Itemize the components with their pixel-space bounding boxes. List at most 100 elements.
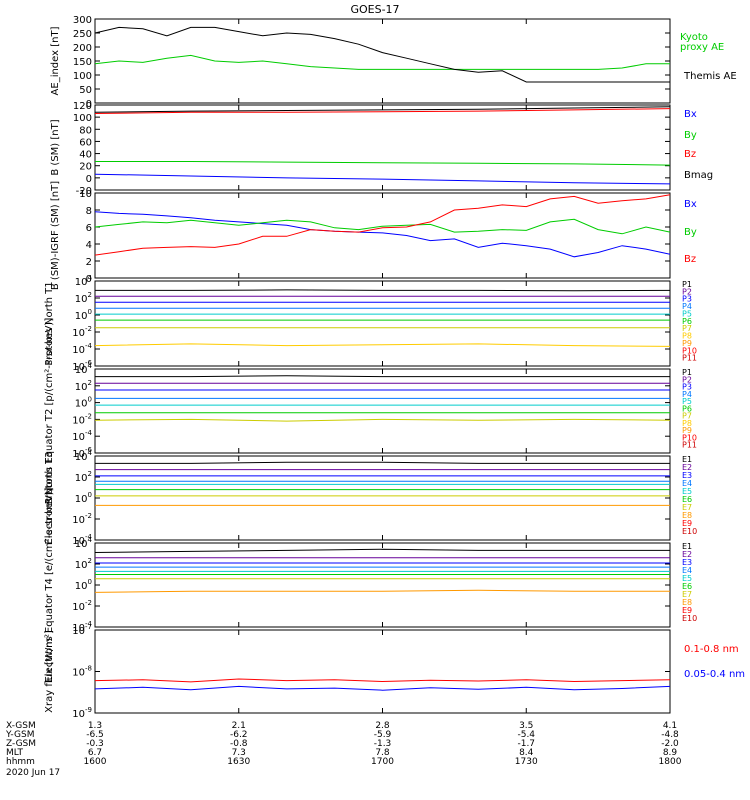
legend-label: Bx [684,199,697,210]
y-tick-label: 80 [79,125,92,136]
orbit-row-label: hhmm [6,757,35,767]
legend-label: E7 [682,590,692,599]
plot-title: GOES-17 [350,3,399,16]
orbit-row-value: 6.7 [88,748,102,758]
legend-label: E8 [682,598,692,607]
y-tick-label: 100 [75,396,92,410]
orbit-row-value: -1.3 [374,739,392,749]
panel-frame [94,368,671,454]
legend-label: P5 [682,397,692,406]
legend-label: E4 [682,566,692,575]
legend-label: E10 [682,527,697,536]
legend-label: P9 [682,426,692,435]
legend-label: E5 [682,574,692,583]
legend-label: P10 [682,346,697,355]
date-label: 2020 Jun 17 [6,768,60,778]
y-tick-label: 0 [86,174,92,185]
y-tick-label: 100 [75,491,92,505]
y-tick-label: 104 [75,362,93,376]
series-line [94,548,670,553]
legend-label: P10 [682,433,697,442]
orbit-row-value: 3.5 [519,721,533,731]
series-line [95,461,670,464]
y-tick-label: 20 [79,162,92,173]
legend-label: By [684,227,697,238]
orbit-row-value: 1600 [84,757,107,767]
y-axis-label: Electrons North T3 [44,451,55,544]
y-tick-label: 10-7 [72,623,92,637]
legend-label: P6 [682,317,692,326]
y-tick-label: 100 [75,578,92,592]
y-tick-label: 10-2 [72,412,92,426]
orbit-row-value: 1700 [371,757,394,767]
panel-frame [94,455,671,541]
y-tick-label: 10-2 [72,325,92,339]
y-tick-label: 104 [75,449,93,463]
legend-label: P2 [682,375,692,384]
legend-label: P11 [682,354,697,363]
orbit-row-value: -0.3 [86,739,104,749]
legend-label: E5 [682,487,692,496]
legend-label: P1 [682,368,692,377]
y-axis-label: Protons Equator T2 [p/(cm²-s-sr-keV)] [44,318,55,505]
y-tick-label: 100 [73,113,92,124]
y-axis-label: Electrons Equator T4 [e/(cm²-s-sr-keV)] [44,487,55,682]
legend-label: E9 [682,606,692,615]
legend-label: P8 [682,419,692,428]
legend-label: E1 [682,542,692,551]
panel-frame [94,192,671,279]
y-tick-label: 6 [86,223,92,234]
orbit-row-label: MLT [6,748,24,758]
y-tick-label: 2 [86,257,92,268]
legend-label: P4 [682,390,692,399]
series-line [94,108,671,114]
orbit-row-value: 7.8 [375,748,390,758]
orbit-row-label: Z-GSM [6,739,36,749]
y-tick-label: 102 [75,379,92,393]
orbit-row-value: 1.3 [88,721,102,731]
series-line [94,54,670,70]
y-tick-label: 104 [75,274,93,288]
orbit-row-value: 7.3 [232,748,246,758]
y-tick-label: 4 [86,240,92,251]
orbit-row-value: 8.4 [519,748,534,758]
legend-label: E6 [682,495,692,504]
legend-label: By [684,130,697,141]
series-line [94,418,671,422]
y-tick-label: 250 [73,29,92,40]
panel-frame [94,18,671,104]
y-tick-label: 102 [75,291,92,305]
series-line [95,289,671,292]
y-tick-label: 10 [79,189,92,200]
panel-frame [94,280,671,367]
y-tick-label: 0 [86,274,92,285]
orbit-row-value: -4.8 [661,730,679,740]
legend-label: P2 [682,287,692,296]
orbit-row-label: Y-GSM [5,730,34,740]
y-tick-label: 100 [73,71,92,82]
series-line [94,218,671,235]
orbit-row-value: -5.9 [374,730,392,740]
y-tick-label: 10-2 [72,512,92,526]
legend-label: E8 [682,511,692,520]
legend-label: E2 [682,463,692,472]
orbit-row-value: 8.9 [663,748,678,758]
orbit-row-value: 1800 [659,757,682,767]
orbit-row-value: -5.4 [517,730,535,740]
y-tick-label: 10-8 [72,665,92,679]
legend-label: 0.05-0.4 nm [684,669,745,680]
series-line [94,194,671,256]
y-tick-label: 10-2 [72,599,92,613]
legend-label: P5 [682,309,692,318]
panel-frame [94,542,671,628]
legend-label: P7 [682,412,692,421]
y-tick-label: 104 [75,536,93,550]
y-tick-label: 0 [86,99,92,110]
y-tick-label: 50 [79,85,92,96]
orbit-row-value: -0.8 [230,739,248,749]
panel-frame [94,104,671,191]
y-tick-label: 8 [86,206,92,217]
legend-label: P3 [682,383,692,392]
series-line [94,678,671,683]
